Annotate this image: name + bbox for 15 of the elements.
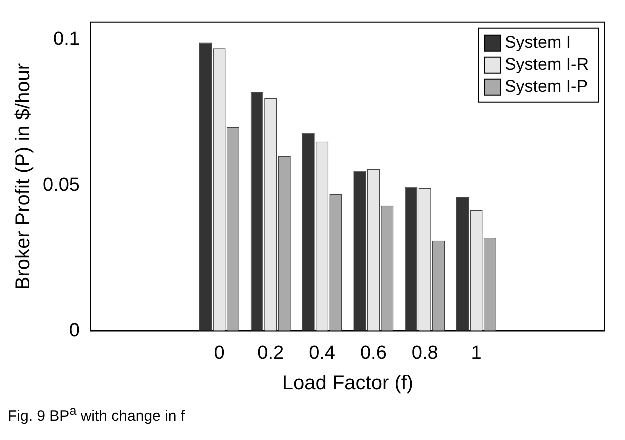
y-tick-label: 0	[69, 320, 80, 342]
x-tick-label: 0	[214, 342, 225, 364]
legend-label: System I	[504, 33, 572, 52]
x-tick-label: 0.6	[360, 342, 387, 364]
legend-label: System I-R	[504, 55, 589, 74]
legend-label: System I-P	[504, 77, 588, 96]
x-axis-title: Load Factor (f)	[282, 372, 414, 395]
caption: Fig. 9 BP$^{a}$ with change in f	[8, 404, 186, 425]
y-axis-title: Broker Profit (P) in $/hour	[12, 63, 35, 290]
y-tick-label: 0.1	[54, 29, 80, 50]
x-tick-label: 1	[471, 342, 482, 364]
x-tick-label: 0.8	[412, 342, 438, 364]
x-tick-label: 0.2	[258, 342, 284, 364]
x-tick-label: 0.4	[309, 342, 336, 364]
y-tick-label: 0.05	[42, 174, 80, 196]
